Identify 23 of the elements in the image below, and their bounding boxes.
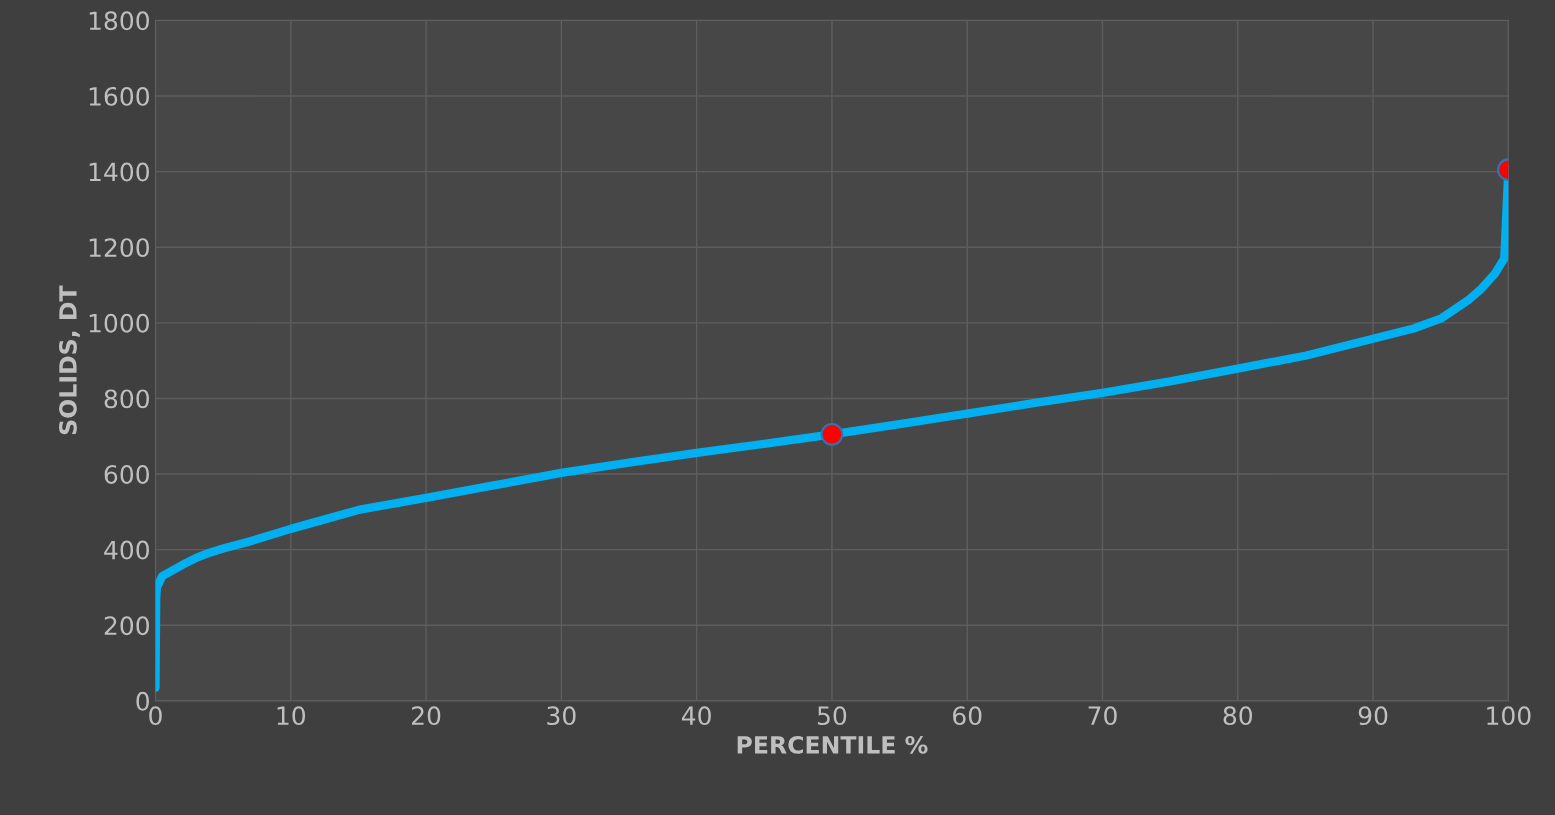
y-axis-title: SOLIDS, DT <box>59 285 80 435</box>
y-tick-label: 1000 <box>89 313 149 333</box>
x-tick-label: 10 <box>277 706 306 726</box>
x-tick-label: 80 <box>1223 706 1253 726</box>
y-tick-label: 1800 <box>89 11 149 31</box>
y-tick-label: 600 <box>104 465 149 484</box>
x-tick-label: 20 <box>412 706 441 726</box>
y-tick-label: 200 <box>104 616 149 636</box>
x-tick-label: 70 <box>1088 706 1117 726</box>
x-tick-label: 40 <box>681 706 711 726</box>
x-tick-label: 0 <box>149 706 162 726</box>
x-tick-label: 60 <box>953 706 982 726</box>
y-tick-label: 0 <box>136 691 149 711</box>
y-tick-label: 800 <box>104 389 149 409</box>
y-tick-label: 1200 <box>89 238 149 258</box>
x-tick-label: 100 <box>1487 706 1531 726</box>
x-tick-label: 90 <box>1358 706 1388 726</box>
y-tick-label: 1400 <box>89 162 149 182</box>
x-tick-label: 50 <box>817 706 847 726</box>
y-tick-label: 1600 <box>89 86 149 106</box>
x-axis-title: PERCENTILE % <box>737 735 928 754</box>
x-tick-label: 30 <box>547 706 576 726</box>
y-tick-label: 400 <box>104 540 149 560</box>
